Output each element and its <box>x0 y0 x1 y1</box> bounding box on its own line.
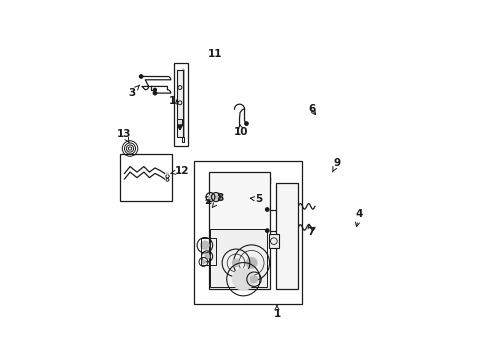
Circle shape <box>265 208 268 211</box>
Text: 3: 3 <box>128 85 139 98</box>
Bar <box>177 70 183 137</box>
Circle shape <box>265 229 268 232</box>
Text: 12: 12 <box>170 166 189 176</box>
Bar <box>177 120 182 125</box>
Text: 4: 4 <box>355 209 363 226</box>
Bar <box>193 161 301 304</box>
Circle shape <box>245 257 257 269</box>
Bar <box>208 172 270 288</box>
Circle shape <box>244 122 247 125</box>
Text: 13: 13 <box>117 129 131 142</box>
Bar <box>275 183 298 288</box>
Circle shape <box>232 268 254 290</box>
Text: 8: 8 <box>212 193 223 207</box>
Bar <box>200 238 216 265</box>
Circle shape <box>250 275 257 283</box>
Text: 6: 6 <box>307 104 315 115</box>
Polygon shape <box>177 125 182 130</box>
Text: 10: 10 <box>234 124 248 137</box>
Text: 9: 9 <box>332 158 340 172</box>
Bar <box>120 154 172 201</box>
Circle shape <box>139 75 142 78</box>
Circle shape <box>204 253 209 259</box>
Text: 2: 2 <box>203 196 211 206</box>
Text: 5: 5 <box>250 194 262 204</box>
Bar <box>210 229 266 287</box>
Text: 11: 11 <box>207 49 222 59</box>
Circle shape <box>208 195 212 199</box>
Text: 14: 14 <box>169 96 183 106</box>
Circle shape <box>153 91 156 95</box>
Circle shape <box>166 172 168 175</box>
Bar <box>182 138 183 143</box>
Circle shape <box>213 195 218 199</box>
Circle shape <box>232 259 240 267</box>
Text: 1: 1 <box>273 305 280 319</box>
Circle shape <box>153 89 156 91</box>
Circle shape <box>201 260 205 264</box>
Text: 7: 7 <box>307 224 314 237</box>
Bar <box>268 234 279 248</box>
Bar <box>174 63 188 146</box>
Circle shape <box>200 241 209 250</box>
